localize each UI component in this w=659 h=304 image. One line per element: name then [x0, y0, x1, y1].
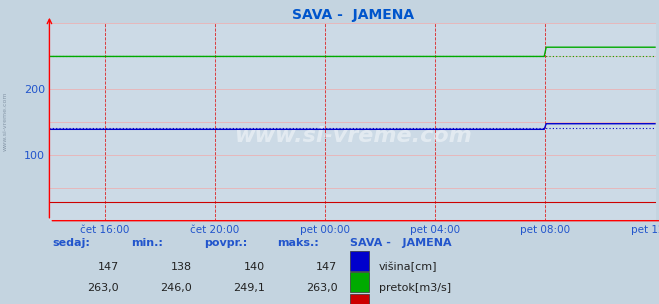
Text: 263,0: 263,0 — [306, 283, 337, 293]
Text: višina[cm]: višina[cm] — [379, 261, 437, 272]
Text: www.si-vreme.com: www.si-vreme.com — [3, 92, 8, 151]
Text: www.si-vreme.com: www.si-vreme.com — [234, 126, 471, 146]
Text: maks.:: maks.: — [277, 239, 318, 248]
Text: 263,0: 263,0 — [88, 283, 119, 293]
Title: SAVA -  JAMENA: SAVA - JAMENA — [291, 8, 414, 22]
Text: 140: 140 — [244, 261, 265, 271]
Text: 138: 138 — [171, 261, 192, 271]
Text: SAVA -   JAMENA: SAVA - JAMENA — [349, 239, 451, 248]
Bar — [349, 272, 369, 292]
Text: povpr.:: povpr.: — [204, 239, 247, 248]
Text: pretok[m3/s]: pretok[m3/s] — [379, 283, 451, 293]
Text: sedaj:: sedaj: — [53, 239, 90, 248]
Text: min.:: min.: — [131, 239, 163, 248]
Text: 147: 147 — [98, 261, 119, 271]
Text: 249,1: 249,1 — [233, 283, 265, 293]
Bar — [349, 294, 369, 304]
Bar — [349, 251, 369, 271]
Text: 246,0: 246,0 — [160, 283, 192, 293]
Text: 147: 147 — [316, 261, 337, 271]
